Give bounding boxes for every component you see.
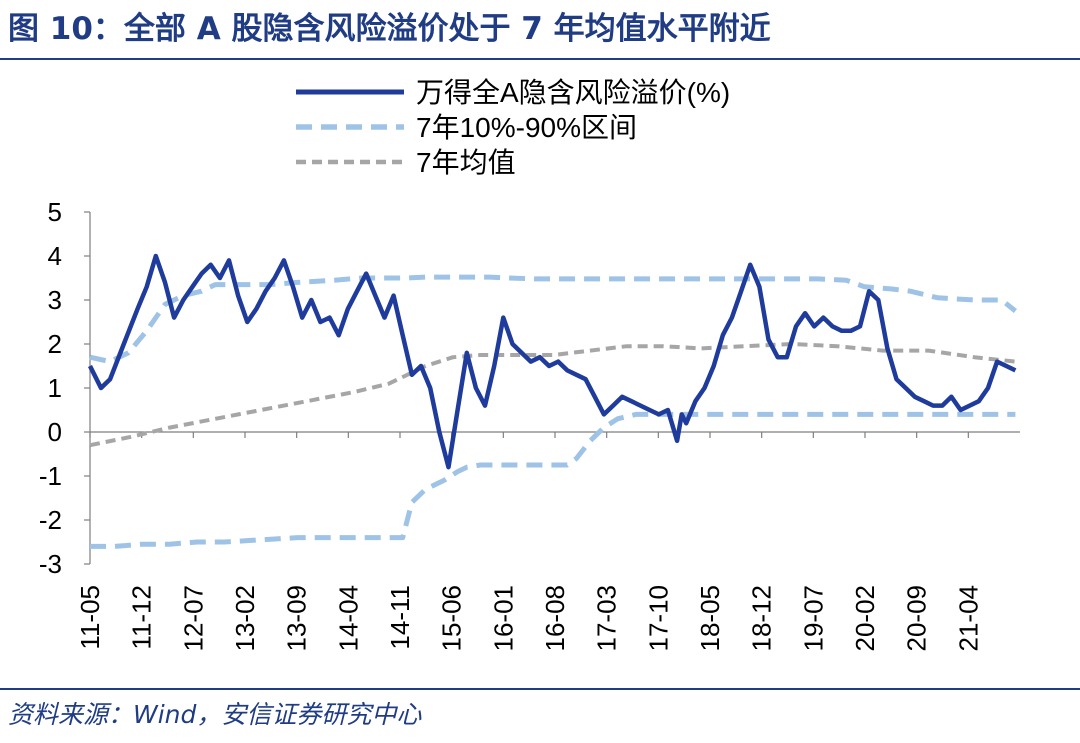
source-rule xyxy=(0,688,1080,690)
x-tick-label: 20-02 xyxy=(850,585,880,652)
risk-premium-chart: 万得全A隐含风险溢价(%) 7年10%-90%区间 7年均值 -3 -2 -1 0 1 2 3 4… xyxy=(39,77,1020,652)
x-tick-label: 18-05 xyxy=(695,585,725,652)
x-tick-label: 11-05 xyxy=(75,585,105,650)
x-tick-label: 20-09 xyxy=(902,585,932,652)
chart-legend: 万得全A隐含风险溢价(%) 7年10%-90%区间 7年均值 xyxy=(296,77,730,178)
x-tick-label: 14-04 xyxy=(333,585,363,652)
x-tick-label: 13-09 xyxy=(282,585,312,652)
x-tick-label: 13-02 xyxy=(230,585,260,652)
series-line-2 xyxy=(90,411,1016,549)
y-tick-label: -1 xyxy=(39,461,62,491)
x-tick-label: 21-04 xyxy=(953,585,983,652)
x-tick-label: 17-03 xyxy=(592,585,622,652)
page-title: 图 10：全部 A 股隐含风险溢价处于 7 年均值水平附近 xyxy=(8,11,771,47)
x-tick-label: 19-07 xyxy=(798,585,828,652)
y-tick-label: -2 xyxy=(39,505,62,535)
series-line-0 xyxy=(87,253,1017,470)
title-rule xyxy=(0,58,1080,60)
y-tick-label: 0 xyxy=(48,417,62,447)
x-tick-label: 18-12 xyxy=(747,585,777,652)
series-line-1 xyxy=(89,274,1017,365)
series-line-3 xyxy=(89,342,1016,448)
y-tick-label: -3 xyxy=(39,549,62,579)
x-tick-label: 15-06 xyxy=(437,585,467,652)
x-tick-label: 16-01 xyxy=(488,585,518,652)
chart-axes: -3 -2 -1 0 1 2 3 4 5 11-05 11-12 12-07 13-02 13-09 14-… xyxy=(39,197,1020,652)
x-tick-label: 14-11 xyxy=(385,585,415,650)
y-tick-label: 2 xyxy=(48,329,62,359)
x-tick-label: 12-07 xyxy=(178,585,208,652)
x-tick-label: 17-10 xyxy=(643,585,673,652)
legend-label-1: 7年10%-90%区间 xyxy=(416,112,637,143)
chart-series xyxy=(87,253,1017,549)
legend-label-3: 7年均值 xyxy=(416,147,516,178)
x-tick-label: 16-08 xyxy=(540,585,570,652)
source-note: 资料来源：Wind，安信证券研究中心 xyxy=(8,700,422,729)
y-tick-label: 5 xyxy=(48,197,62,227)
y-tick-label: 4 xyxy=(48,241,62,271)
x-tick-label: 11-12 xyxy=(127,585,157,650)
y-tick-label: 1 xyxy=(48,373,62,403)
y-tick-label: 3 xyxy=(48,285,62,315)
legend-label-0: 万得全A隐含风险溢价(%) xyxy=(416,77,730,108)
